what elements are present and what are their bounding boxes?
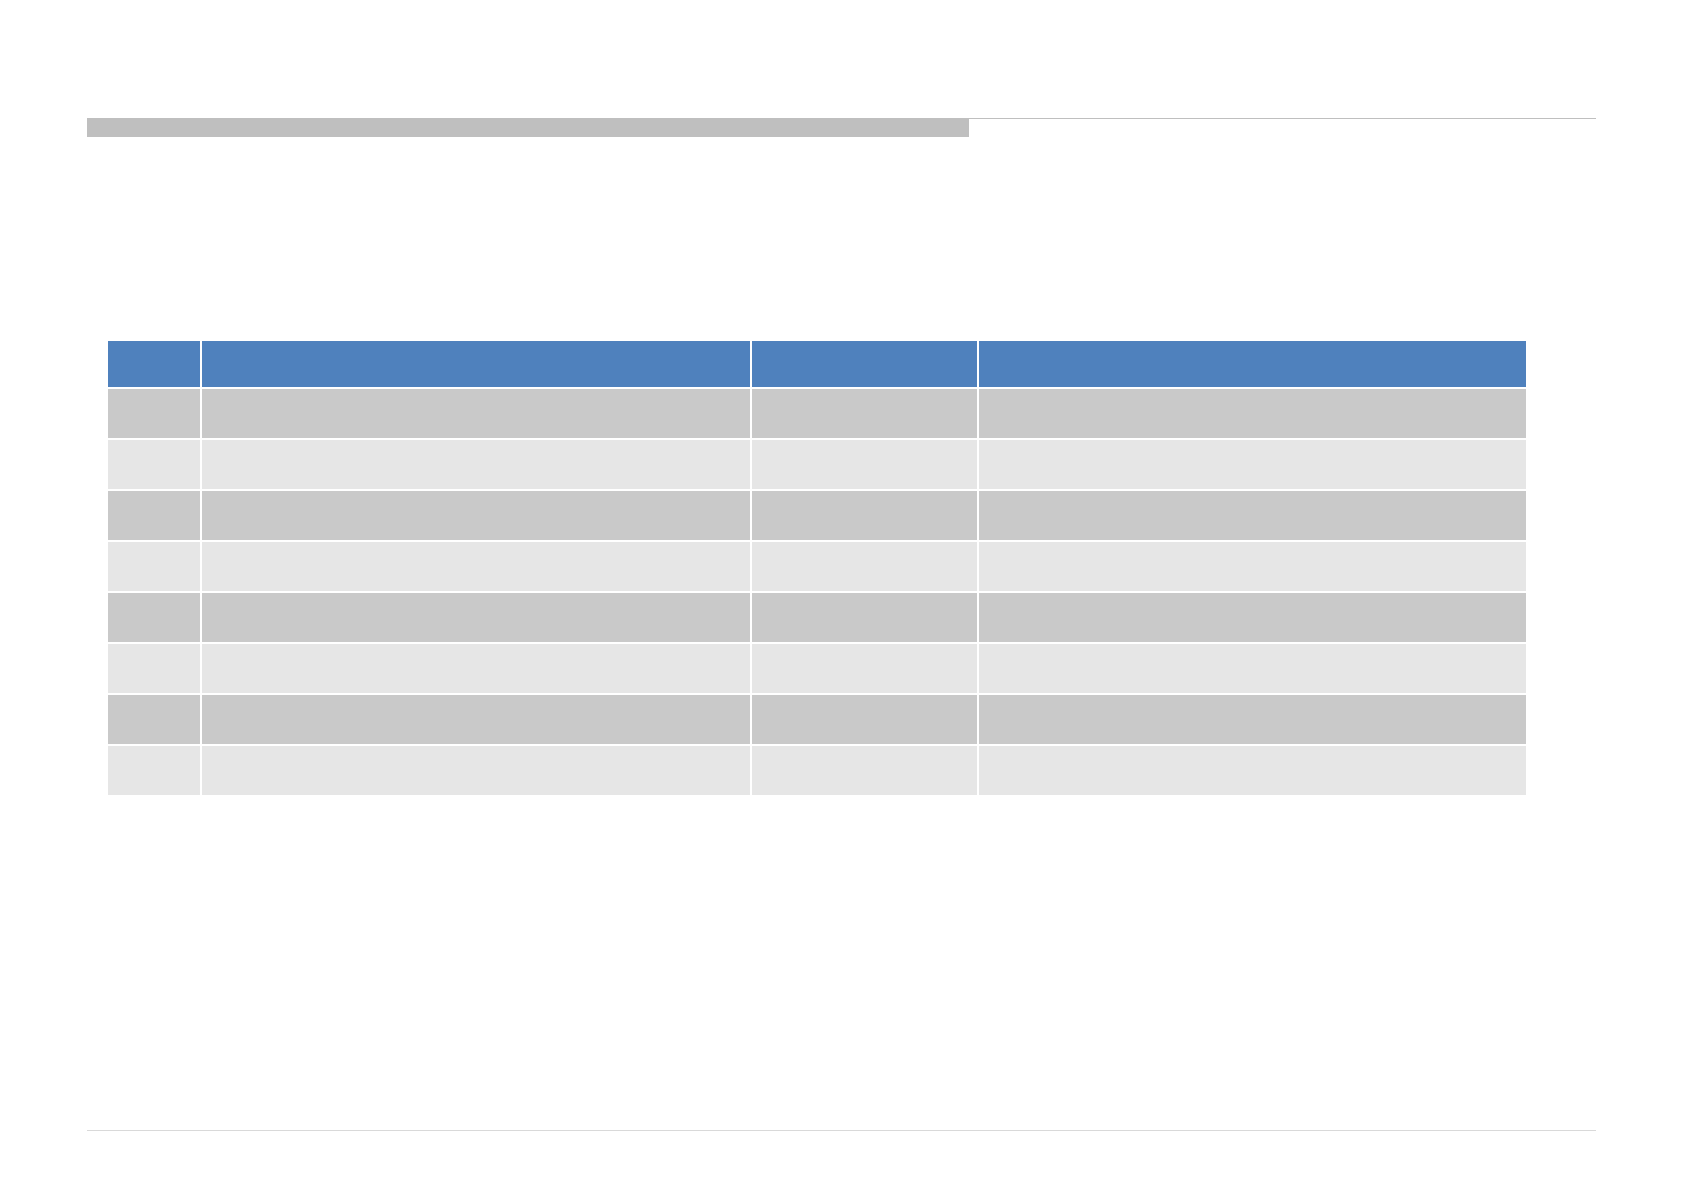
cell: [202, 440, 750, 489]
table-header-row: [108, 341, 1526, 387]
cell: [108, 746, 200, 795]
cell: [752, 593, 977, 642]
cell: [108, 695, 200, 744]
cell: [979, 542, 1526, 591]
cell: [752, 440, 977, 489]
header-bar: [87, 118, 969, 137]
cell: [752, 695, 977, 744]
cell: [979, 440, 1526, 489]
cell: [108, 542, 200, 591]
cell: [979, 491, 1526, 540]
table: [106, 339, 1528, 797]
cell: [752, 644, 977, 693]
cell: [979, 389, 1526, 438]
cell: [979, 644, 1526, 693]
table-row: [108, 389, 1526, 438]
table-row: [108, 542, 1526, 591]
cell: [979, 746, 1526, 795]
cell: [752, 389, 977, 438]
header-cell: [979, 341, 1526, 387]
cell: [979, 593, 1526, 642]
cell: [108, 593, 200, 642]
cell: [202, 593, 750, 642]
cell: [202, 542, 750, 591]
cell: [202, 389, 750, 438]
cell: [202, 746, 750, 795]
footer-rule: [87, 1130, 1596, 1131]
table-row: [108, 593, 1526, 642]
cell: [752, 491, 977, 540]
cell: [108, 491, 200, 540]
header-rule: [969, 118, 1596, 119]
header-cell: [752, 341, 977, 387]
header-cell: [108, 341, 200, 387]
table-row: [108, 440, 1526, 489]
cell: [202, 695, 750, 744]
table-row: [108, 491, 1526, 540]
cell: [752, 746, 977, 795]
cell: [108, 644, 200, 693]
header-cell: [202, 341, 750, 387]
table-row: [108, 695, 1526, 744]
cell: [202, 491, 750, 540]
cell: [202, 644, 750, 693]
table-row: [108, 644, 1526, 693]
cell: [108, 440, 200, 489]
cell: [979, 695, 1526, 744]
cell: [752, 542, 977, 591]
table-row: [108, 746, 1526, 795]
cell: [108, 389, 200, 438]
